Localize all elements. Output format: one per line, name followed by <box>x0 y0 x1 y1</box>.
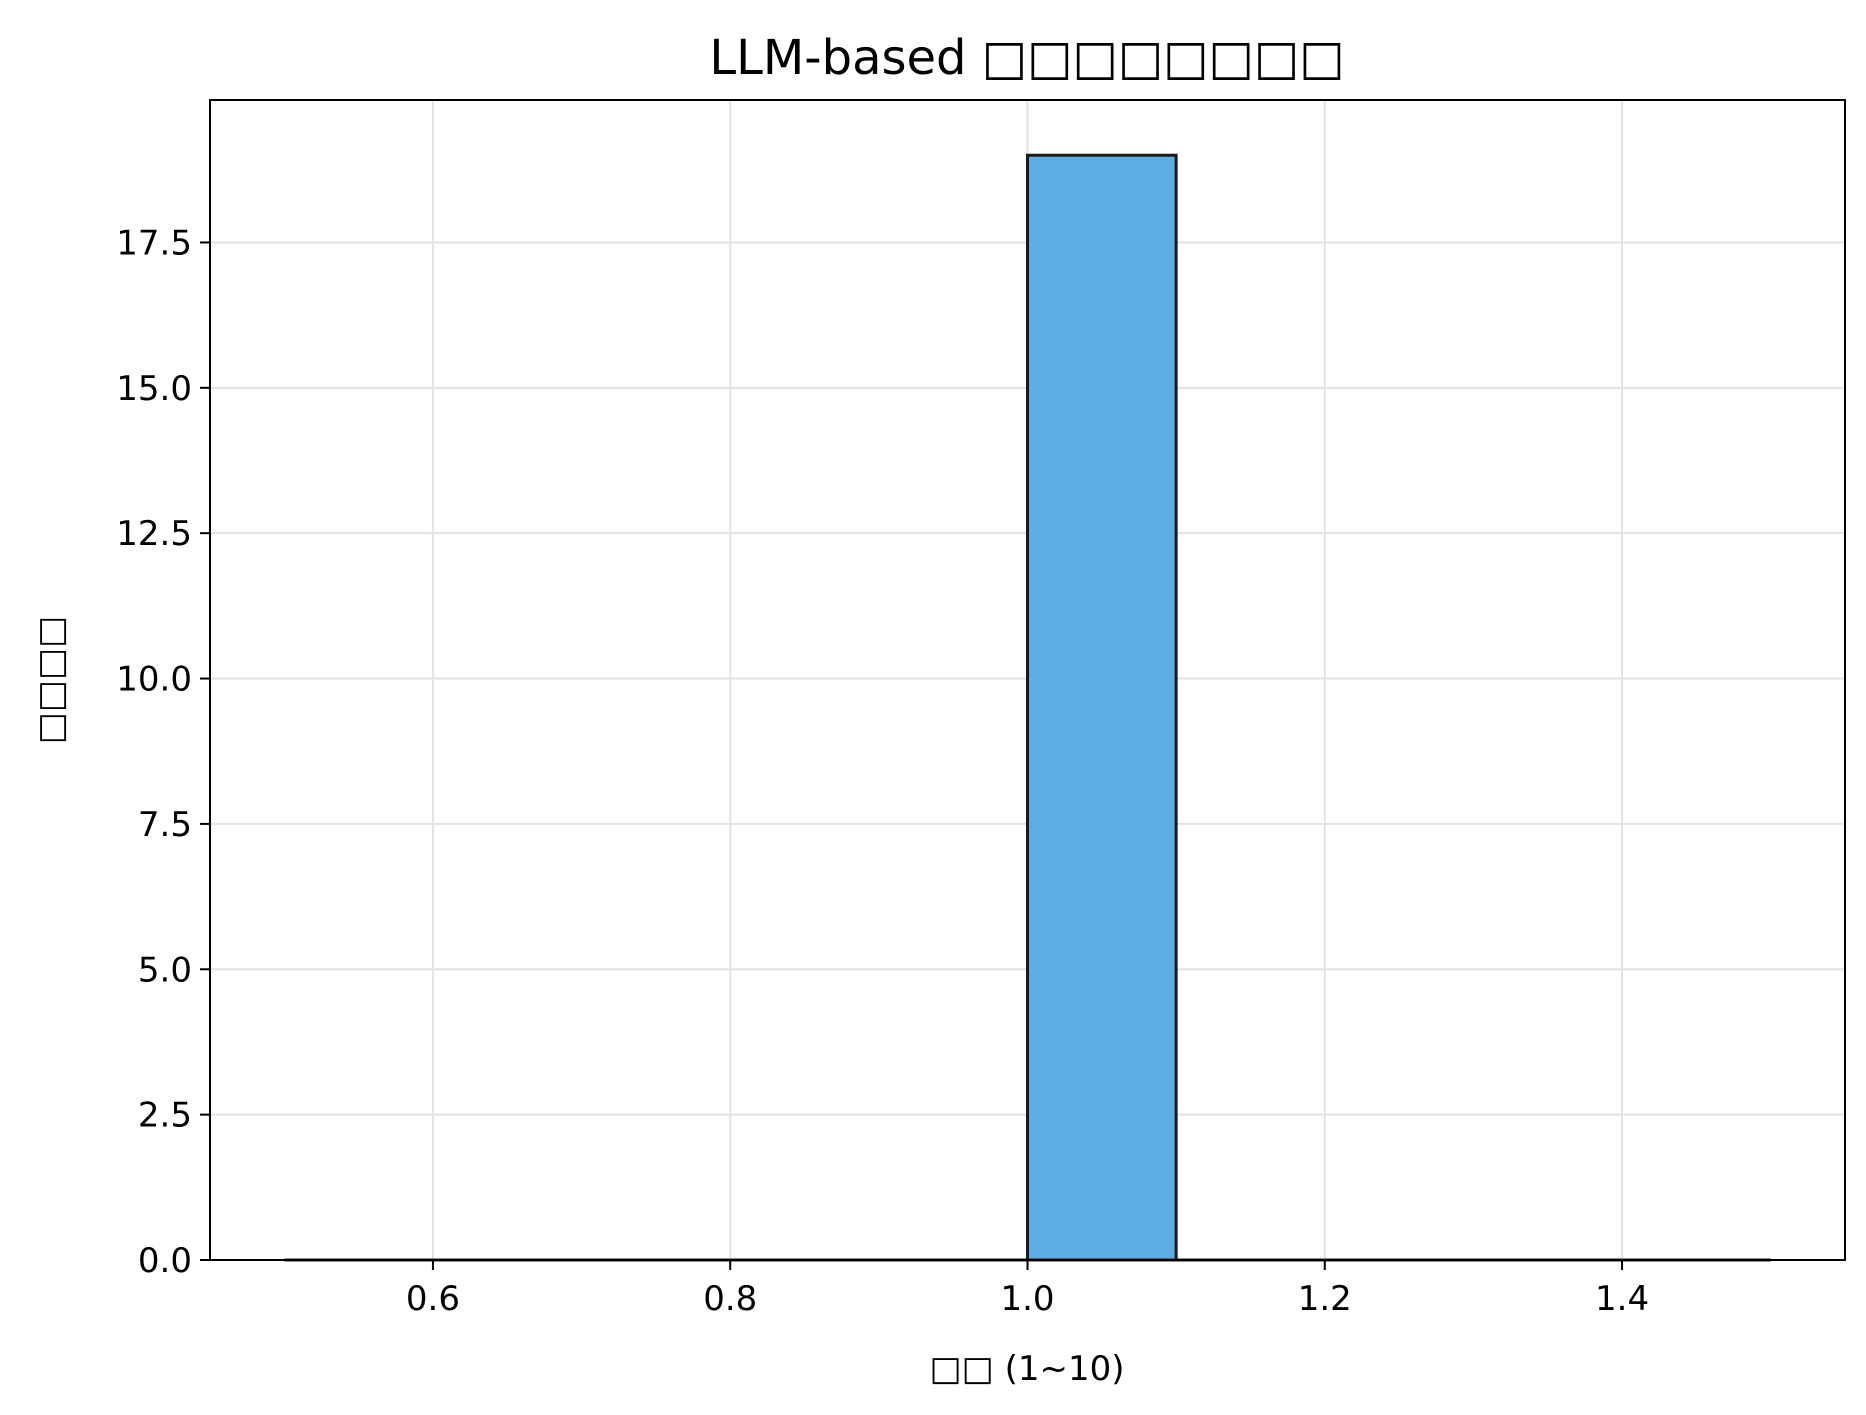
axis-ticks: 0.6 0.8 1.0 1.2 1.4 0.0 2.5 5.0 7.5 10.0 12.5 15.0 1… <box>116 223 1649 1319</box>
x-tick-label: 1.4 <box>1595 1279 1649 1319</box>
x-tick-label: 0.8 <box>703 1279 757 1319</box>
histogram-bar <box>1026 153 1178 1262</box>
x-tick-label: 1.2 <box>1298 1279 1352 1319</box>
y-tick-label: 12.5 <box>116 514 192 554</box>
y-axis-label: □□□□ <box>31 616 71 745</box>
y-tick-label: 0.0 <box>138 1241 192 1281</box>
y-tick-label: 17.5 <box>116 223 192 263</box>
x-axis-label: □□ (1~10) <box>930 1349 1125 1389</box>
y-tick-label: 2.5 <box>138 1096 192 1136</box>
y-tick-label: 10.0 <box>116 660 192 700</box>
y-tick-label: 5.0 <box>138 950 192 990</box>
x-tick-label: 1.0 <box>1000 1279 1054 1319</box>
y-tick-label: 7.5 <box>138 805 192 845</box>
chart-title: LLM-based □□□□□□□□ <box>709 30 1344 86</box>
x-tick-label: 0.6 <box>406 1279 460 1319</box>
y-tick-label: 15.0 <box>116 369 192 409</box>
